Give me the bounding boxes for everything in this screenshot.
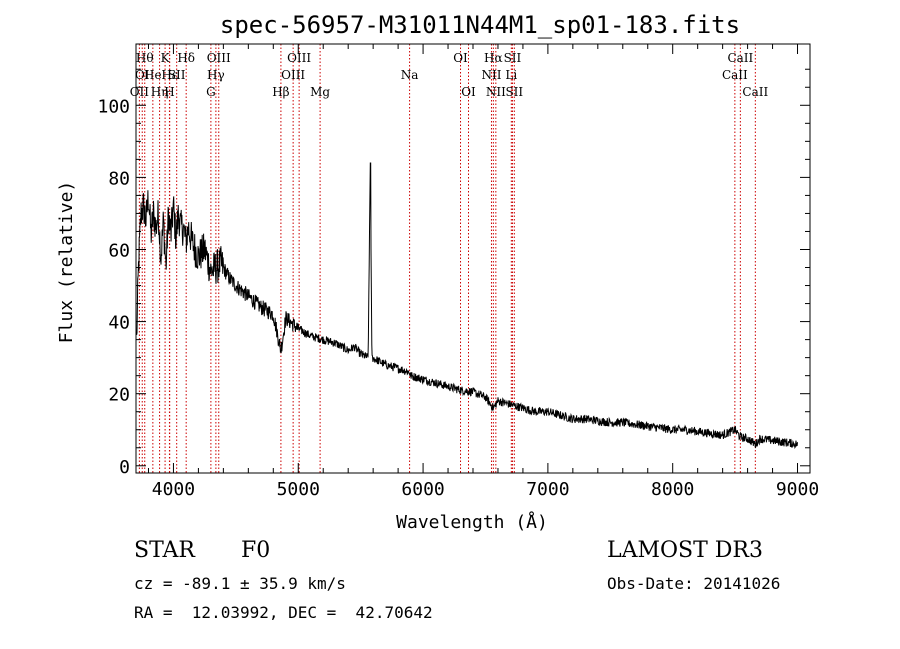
spectral-line-label: NII — [481, 68, 501, 82]
chart-title: spec-56957-M31011N44M1_sp01-183.fits — [220, 11, 740, 39]
x-tick-label: 7000 — [526, 479, 569, 500]
spectral-line-label: Hδ — [177, 51, 195, 65]
spectral-line-label: OIII — [207, 51, 231, 65]
y-tick-label: 0 — [119, 457, 130, 478]
spectral-line-label: OIII — [287, 51, 311, 65]
spectral-line-label: CaII — [727, 51, 753, 65]
spectral-line-label: Hγ — [207, 68, 225, 82]
spectral-line-label: Hα — [484, 51, 503, 65]
redshift-cz: cz = -89.1 ± 35.9 km/s — [134, 574, 346, 593]
spectral-line-label: Hβ — [272, 85, 289, 99]
x-tick-label: 6000 — [401, 479, 444, 500]
plot-frame — [135, 43, 811, 474]
survey-name: LAMOST DR3 — [607, 538, 763, 563]
axis-ticks: 4000 5000 6000 7000 8000 9000 0 20 40 60 80 100 — [97, 44, 819, 500]
spectral-line-label: SII — [504, 51, 522, 65]
spectral-line-markers — [138, 44, 756, 473]
y-tick-label: 20 — [108, 385, 130, 406]
spectral-line-label: Li — [505, 68, 517, 82]
spectral-line-label: CaII — [742, 85, 768, 99]
x-axis-label: Wavelength (Å) — [396, 511, 548, 533]
coordinates: RA = 12.03992, DEC = 42.70642 — [134, 603, 433, 622]
y-tick-label: 60 — [108, 240, 130, 261]
spectral-line-label: OI — [453, 51, 468, 65]
object-subclass: F0 — [241, 538, 271, 563]
spectral-line-label: OII — [130, 85, 150, 99]
spectral-line-label: CaII — [722, 68, 748, 82]
object-class: STAR — [134, 538, 195, 563]
y-axis-label: Flux (relative) — [56, 181, 77, 344]
spectrum-line — [136, 162, 798, 449]
x-tick-label: 4000 — [152, 479, 195, 500]
spectral-line-label: OIII — [281, 68, 305, 82]
spectral-line-label: NII — [486, 85, 506, 99]
spectral-line-label: K — [161, 51, 171, 65]
y-tick-label: 100 — [97, 96, 130, 117]
x-tick-label: 8000 — [651, 479, 694, 500]
y-tick-label: 40 — [108, 313, 130, 334]
spectral-line-label: SII — [168, 68, 186, 82]
spectral-line-labels: OIIOIHθHeHηKHHεSIIHδGHγOIIIHβOIIIOIIIMgN… — [130, 51, 769, 99]
spectral-line-label: G — [206, 85, 216, 99]
obs-date: Obs-Date: 20141026 — [607, 574, 781, 593]
y-tick-label: 80 — [108, 168, 130, 189]
spectral-line-label: Hε — [161, 68, 178, 82]
spectral-line-label: Hη — [151, 85, 169, 99]
spectral-line-label: SII — [505, 85, 523, 99]
spectral-line-label: Mg — [310, 85, 330, 99]
spectral-line-label: He — [144, 68, 162, 82]
x-tick-label: 5000 — [277, 479, 320, 500]
x-tick-label: 9000 — [776, 479, 819, 500]
spectral-line-label: Na — [401, 68, 419, 82]
spectral-line-label: OI — [135, 68, 150, 82]
spectral-line-label: Hθ — [136, 51, 154, 65]
spectral-line-label: H — [164, 85, 174, 99]
spectral-line-label: OI — [461, 85, 476, 99]
